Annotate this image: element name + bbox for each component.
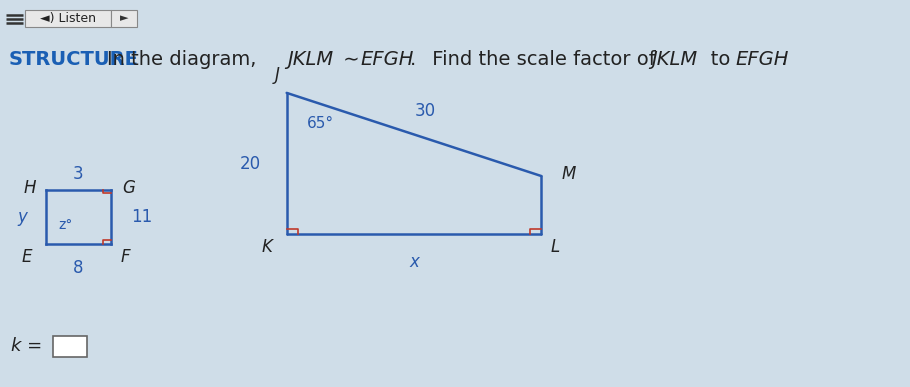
Text: 30: 30 [414, 102, 436, 120]
Text: L: L [551, 238, 560, 256]
Text: ∼: ∼ [337, 50, 366, 69]
Text: 11: 11 [131, 208, 152, 226]
Text: 3: 3 [73, 164, 84, 183]
Text: 8: 8 [73, 259, 84, 277]
Text: In the diagram,: In the diagram, [107, 50, 267, 69]
FancyBboxPatch shape [25, 10, 111, 27]
Text: z°: z° [58, 218, 73, 232]
Text: K: K [261, 238, 272, 256]
Text: M: M [561, 165, 576, 183]
Text: E: E [21, 248, 32, 267]
Text: ◄) Listen: ◄) Listen [40, 12, 96, 25]
Text: x: x [410, 253, 419, 271]
Text: 65°: 65° [307, 116, 334, 131]
Text: G: G [122, 179, 135, 197]
Text: STRUCTURE: STRUCTURE [9, 50, 139, 69]
FancyBboxPatch shape [111, 10, 137, 27]
Text: k =: k = [11, 337, 42, 355]
Text: .  Find the scale factor of: . Find the scale factor of [410, 50, 665, 69]
Text: ►: ► [120, 14, 129, 24]
Text: .: . [781, 50, 787, 69]
Text: JKLM: JKLM [652, 50, 698, 69]
Text: 20: 20 [240, 154, 261, 173]
Text: J: J [275, 66, 280, 84]
Text: to: to [701, 50, 740, 69]
Text: EFGH: EFGH [360, 50, 414, 69]
Text: F: F [120, 248, 130, 267]
Text: EFGH: EFGH [735, 50, 789, 69]
Text: JKLM: JKLM [288, 50, 334, 69]
FancyBboxPatch shape [53, 336, 87, 357]
Text: H: H [24, 179, 36, 197]
Text: y: y [17, 208, 27, 226]
